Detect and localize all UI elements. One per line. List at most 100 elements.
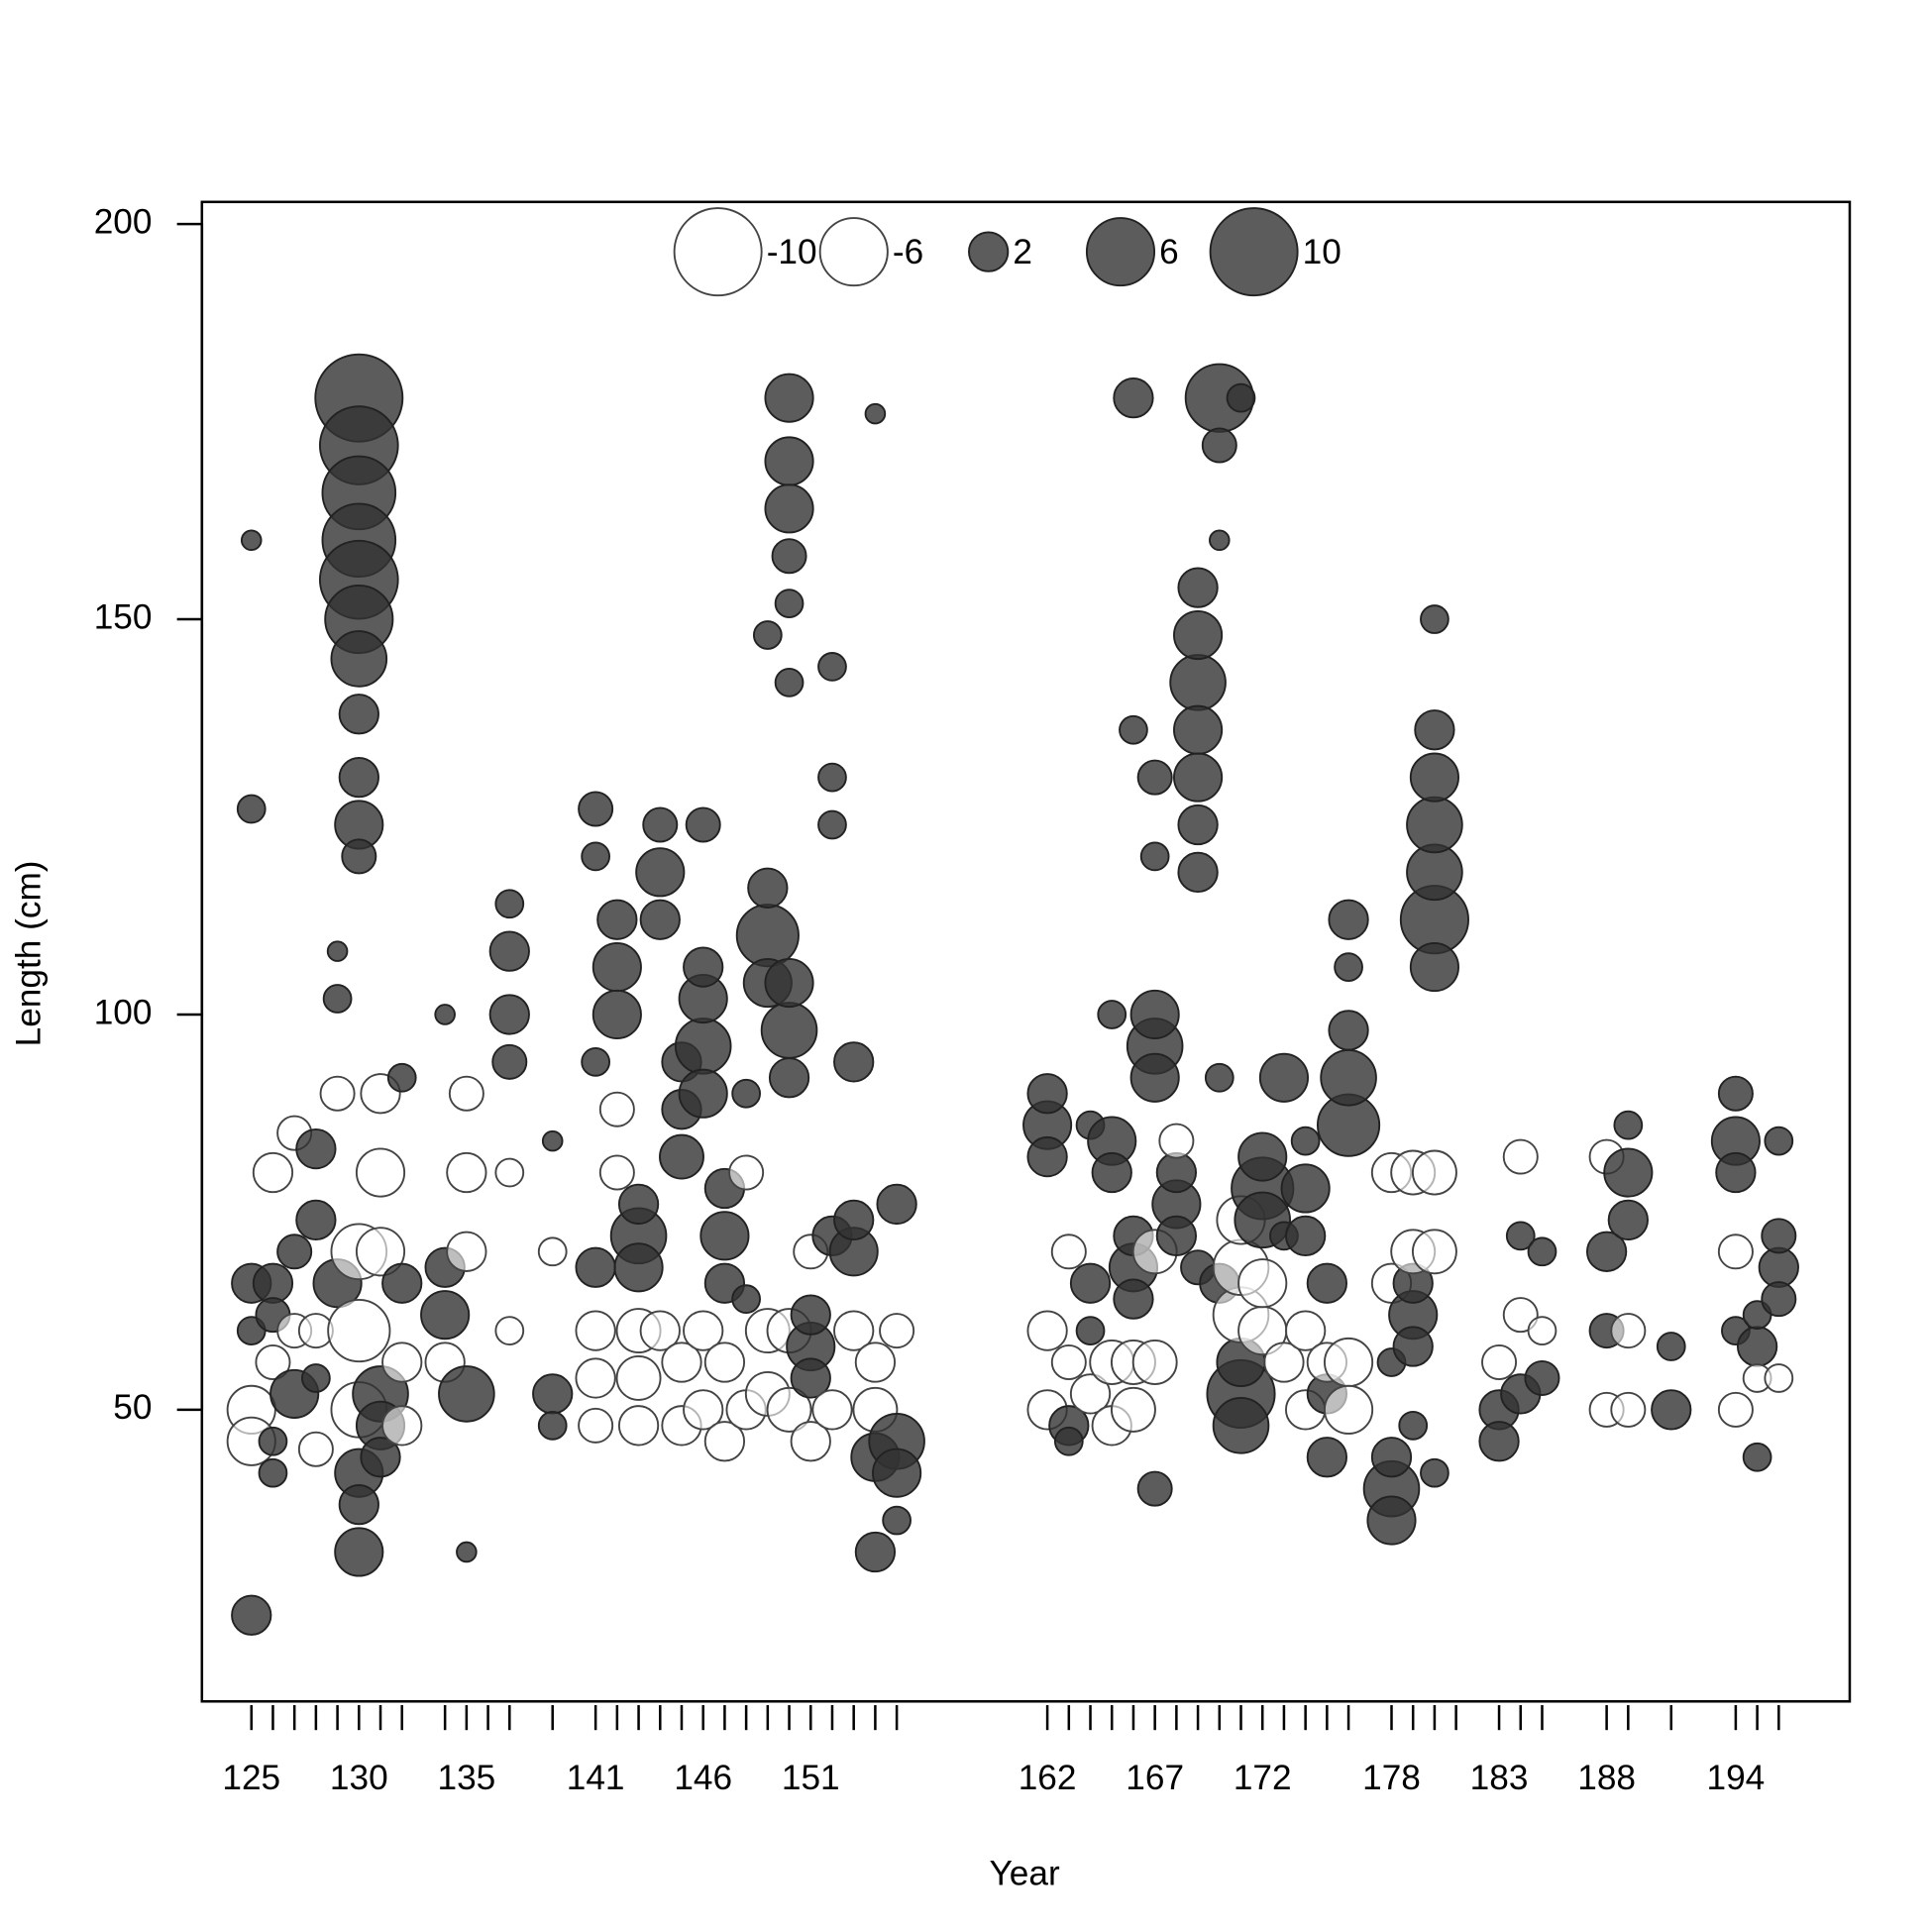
bubble (790, 1421, 831, 1462)
bubble (1110, 1386, 1156, 1433)
y-tick-label: 150 (94, 597, 153, 636)
x-tick-label: 167 (1126, 1759, 1184, 1797)
bubble (252, 1262, 294, 1304)
bubble (1173, 704, 1224, 755)
bubble (240, 529, 263, 552)
bubble (537, 1236, 568, 1267)
bubble (639, 1310, 681, 1351)
bubble (1610, 1313, 1647, 1349)
x-tick-label: 194 (1707, 1759, 1766, 1797)
bubble (1398, 1410, 1429, 1441)
bubble (334, 1527, 384, 1577)
bubble (1131, 1340, 1178, 1385)
bubble (1306, 1262, 1347, 1304)
bubble (1136, 1470, 1173, 1507)
bubble (790, 1357, 831, 1399)
bubble (1502, 1138, 1539, 1175)
bubble (252, 1151, 294, 1194)
legend-label: -10 (767, 233, 817, 271)
bubble (581, 841, 611, 872)
bubble (1201, 427, 1237, 464)
bubble (703, 1421, 746, 1462)
bubble (1050, 1234, 1087, 1270)
bubble (1406, 796, 1463, 854)
y-tick-label: 50 (113, 1388, 152, 1427)
bubble (703, 1342, 746, 1383)
bubble (764, 483, 814, 534)
bubble (735, 904, 800, 968)
bubble (456, 1541, 478, 1563)
bubble (1524, 1359, 1560, 1396)
bubble (381, 1262, 423, 1304)
bubble (1742, 1442, 1772, 1472)
legend-bubble (1209, 207, 1299, 297)
bubble (833, 1041, 875, 1083)
bubble (236, 794, 267, 824)
bubble (420, 1290, 471, 1341)
bubble (1177, 851, 1219, 893)
bubble (747, 867, 789, 909)
bubble (1717, 1391, 1754, 1428)
bubble (1610, 1391, 1647, 1428)
bubble (1091, 1151, 1132, 1194)
bubble (596, 899, 638, 940)
bubble (598, 1154, 635, 1191)
bubble (438, 1365, 495, 1423)
bubble (1285, 1215, 1327, 1256)
x-tick-label: 141 (567, 1759, 625, 1797)
bubble (1603, 1147, 1654, 1198)
legend-bubble (968, 231, 1010, 272)
bubble (659, 1133, 704, 1180)
bubble (1263, 1342, 1305, 1383)
bubble (882, 1505, 912, 1536)
axes: 50 100 150 200 125 130 135 141 146 151 162 167 172 17… (94, 202, 1780, 1797)
x-tick-label: 162 (1019, 1759, 1077, 1797)
bubble (771, 538, 807, 575)
bubble (338, 1483, 379, 1526)
bubble (1173, 609, 1224, 661)
bubble (615, 1354, 662, 1401)
bubble (683, 1389, 724, 1431)
bubble (537, 1410, 568, 1441)
bubble (1613, 1110, 1644, 1140)
bubble (752, 620, 783, 650)
bubble (338, 756, 379, 799)
bubble (876, 1183, 917, 1226)
bubble (760, 1002, 818, 1059)
bubble (1761, 1218, 1797, 1254)
bubble (1075, 1316, 1106, 1345)
bubble (319, 1075, 356, 1112)
bubble (1505, 1221, 1536, 1251)
bubble (1226, 382, 1256, 413)
bubble (854, 1342, 897, 1383)
legend-label: 6 (1159, 233, 1179, 271)
bubble (1129, 1052, 1180, 1103)
bubble (766, 1386, 812, 1433)
bubble (448, 1075, 484, 1112)
bubble (1026, 1135, 1068, 1178)
bubble (613, 1242, 664, 1293)
bubble (1155, 1215, 1198, 1256)
x-tick-label: 135 (437, 1759, 495, 1797)
bubble (1764, 1126, 1794, 1156)
bubble (1370, 1437, 1413, 1478)
bubble (1237, 1258, 1288, 1309)
bubble (879, 1313, 915, 1349)
bubble (338, 694, 379, 735)
x-tick-label: 172 (1234, 1759, 1292, 1797)
bubble (1420, 1457, 1449, 1488)
bubble (1306, 1437, 1347, 1478)
x-tick-label: 151 (782, 1759, 840, 1797)
bubble (764, 957, 814, 1009)
x-tick-label: 188 (1577, 1759, 1636, 1797)
bubble (768, 1057, 810, 1099)
bubble (295, 1199, 337, 1241)
bubble (494, 1157, 525, 1188)
bubble (731, 1284, 761, 1315)
bubble (1173, 752, 1224, 803)
bubble (864, 402, 887, 425)
bubble (1328, 899, 1369, 940)
bubble (617, 1183, 660, 1226)
